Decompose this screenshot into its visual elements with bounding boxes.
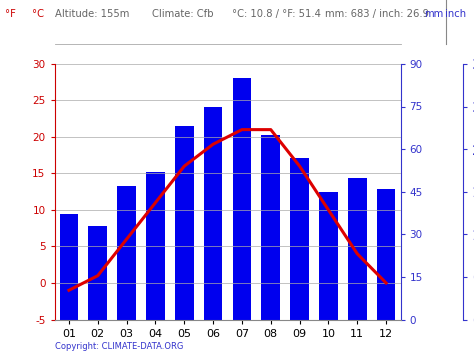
Text: Copyright: CLIMATE-DATA.ORG: Copyright: CLIMATE-DATA.ORG xyxy=(55,343,183,351)
Bar xyxy=(319,192,338,320)
Bar xyxy=(290,158,309,320)
Text: mm: 683 / inch: 26.9: mm: 683 / inch: 26.9 xyxy=(325,9,428,19)
Bar xyxy=(204,106,222,320)
Text: Climate: Cfb: Climate: Cfb xyxy=(152,9,213,19)
Text: °F: °F xyxy=(5,9,16,19)
Bar xyxy=(261,135,280,320)
Bar xyxy=(233,78,251,320)
Text: mm: mm xyxy=(424,9,444,19)
Bar xyxy=(377,189,395,320)
Bar xyxy=(88,226,107,320)
Text: °C: °C xyxy=(32,9,44,19)
Bar xyxy=(348,178,367,320)
Text: °C: 10.8 / °F: 51.4: °C: 10.8 / °F: 51.4 xyxy=(232,9,321,19)
Bar xyxy=(117,186,136,320)
Bar xyxy=(175,126,194,320)
Bar xyxy=(146,172,165,320)
Text: inch: inch xyxy=(445,9,466,19)
Bar xyxy=(60,214,78,320)
Text: Altitude: 155m: Altitude: 155m xyxy=(55,9,129,19)
